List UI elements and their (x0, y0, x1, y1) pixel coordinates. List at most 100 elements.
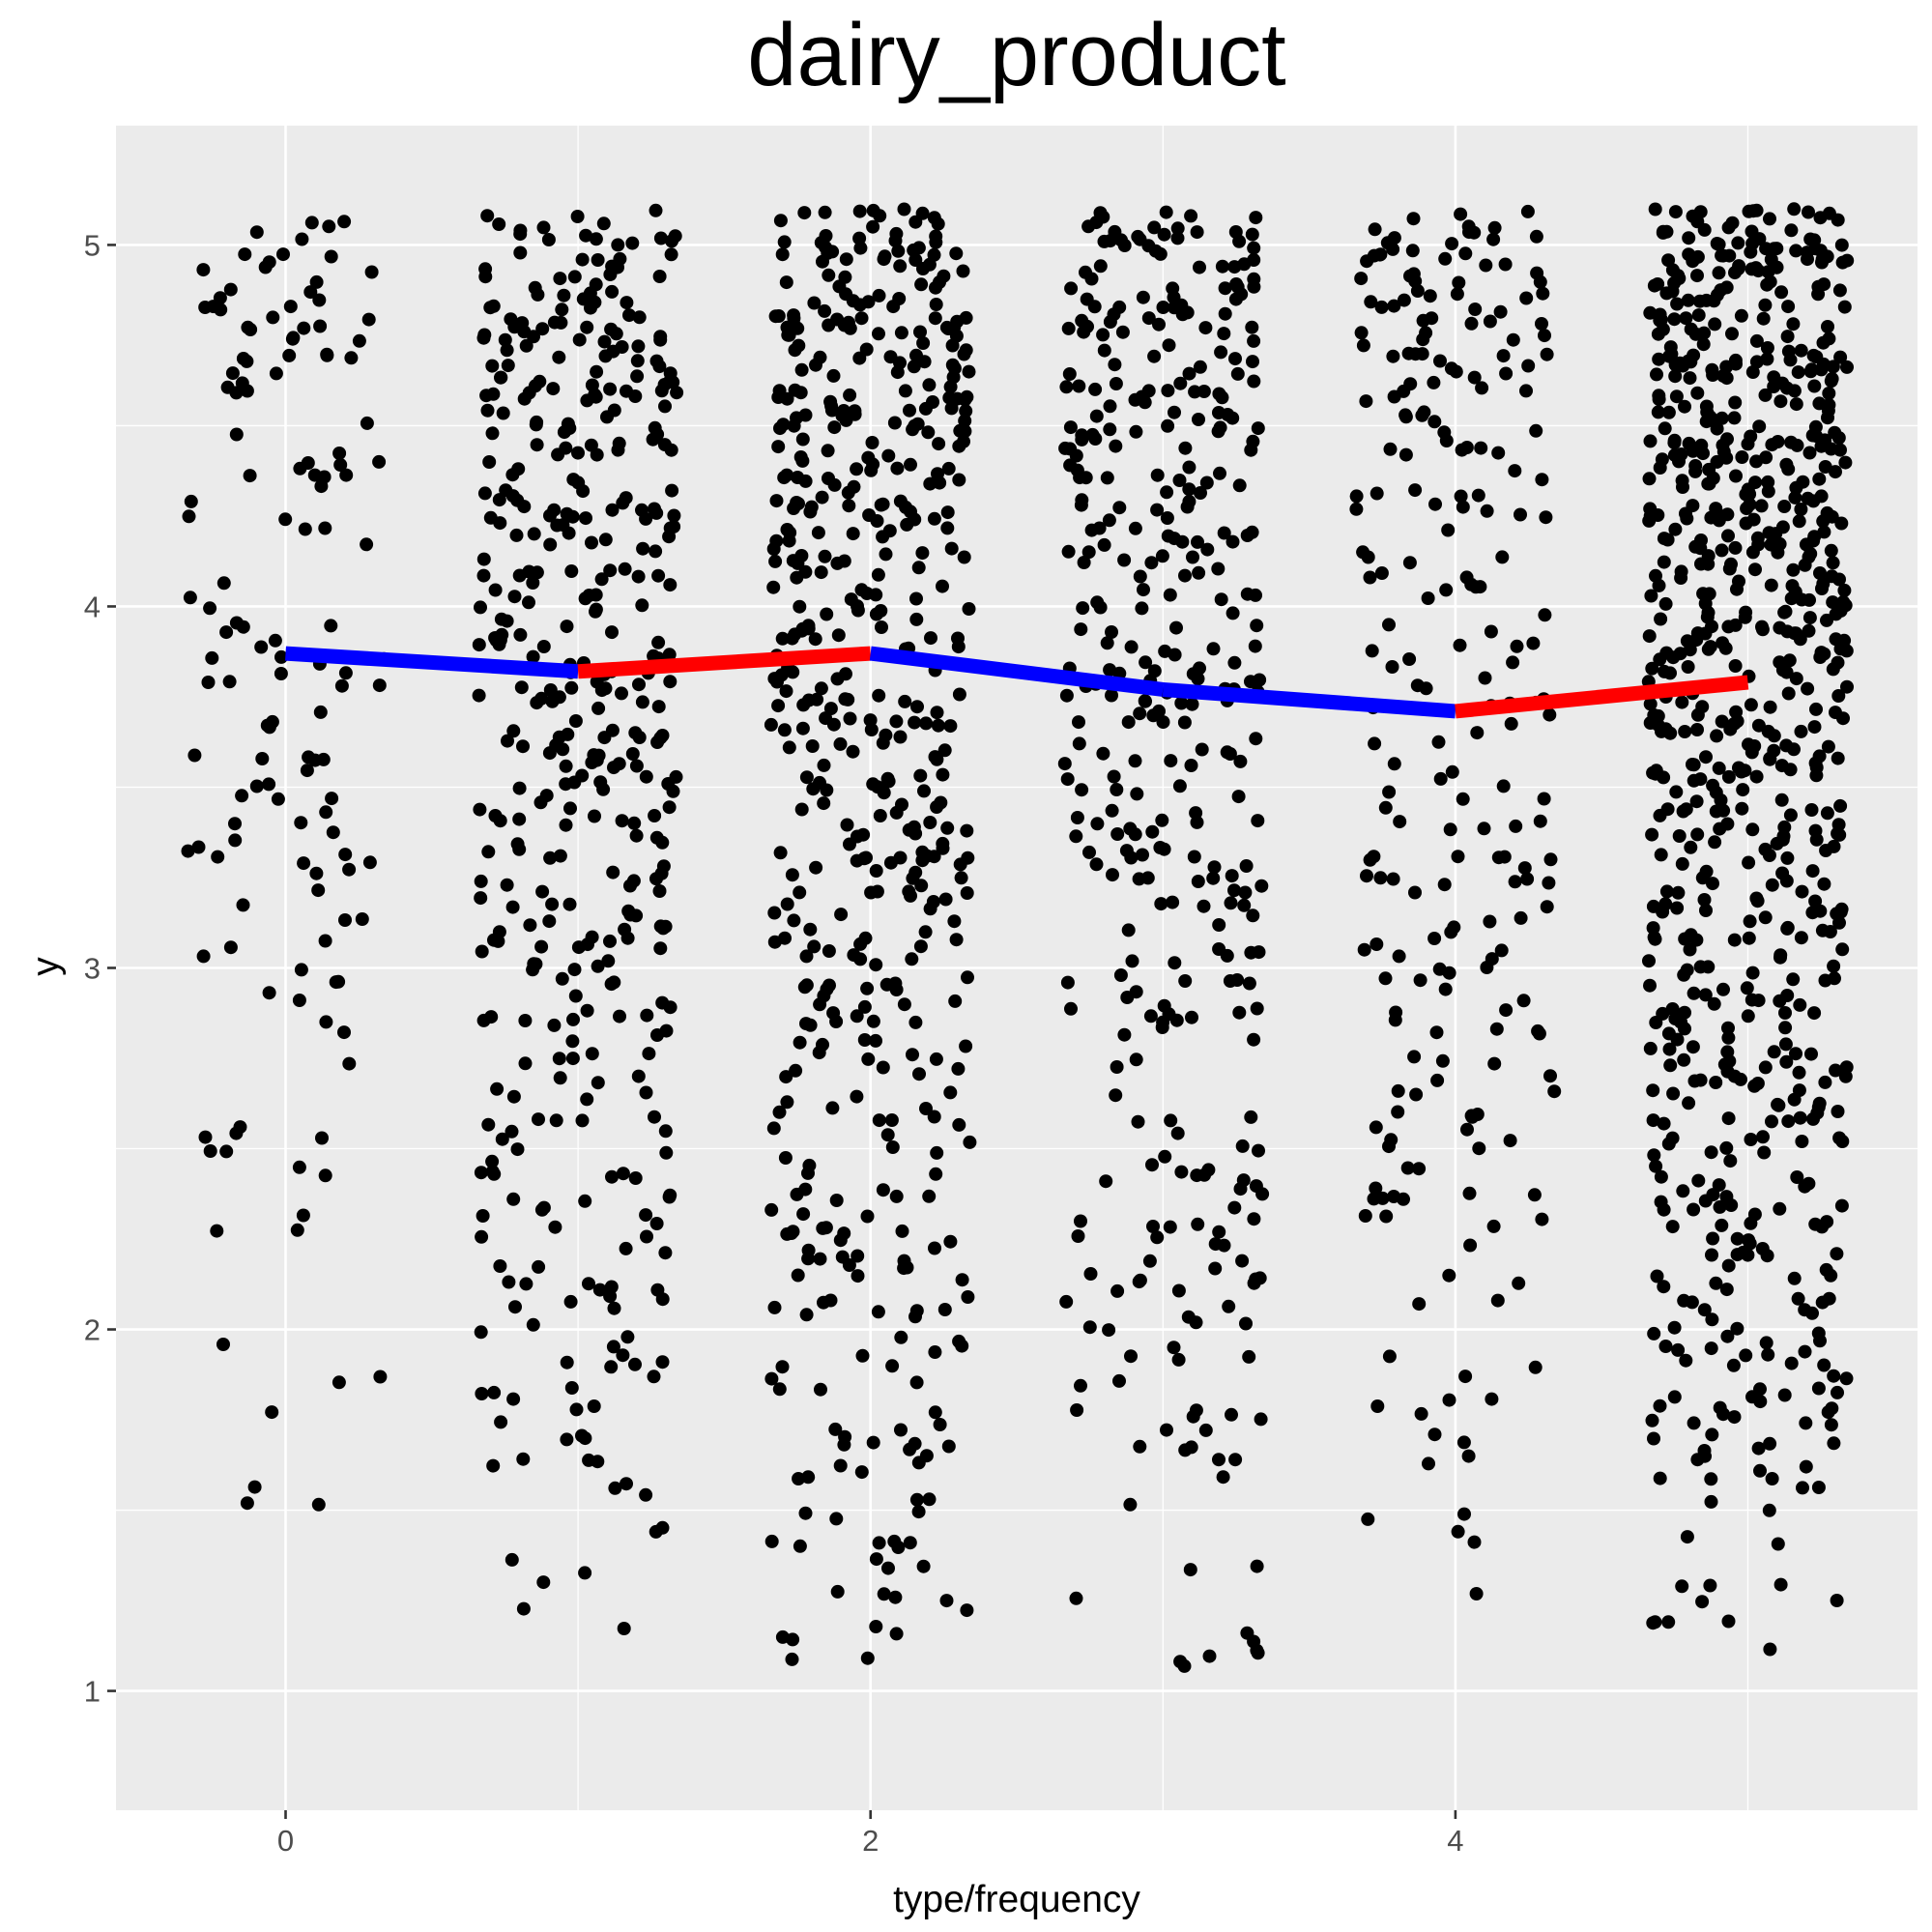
data-point (1818, 1075, 1832, 1089)
data-point (605, 284, 620, 299)
data-point (1388, 1013, 1402, 1027)
data-point (531, 287, 545, 302)
data-point (1738, 610, 1752, 624)
data-point (536, 220, 551, 235)
data-point (1171, 1352, 1186, 1367)
data-point (880, 1128, 895, 1142)
data-point (1128, 754, 1142, 768)
data-point (665, 234, 678, 248)
data-point (1187, 850, 1201, 864)
data-point (650, 735, 665, 749)
data-point (1657, 555, 1671, 569)
data-point (929, 1167, 943, 1181)
data-point (766, 580, 781, 594)
data-point (670, 386, 684, 400)
data-point (1754, 499, 1769, 513)
data-point (1409, 1087, 1424, 1102)
data-point (568, 989, 583, 1003)
data-point (1433, 354, 1447, 368)
data-point (1164, 754, 1178, 768)
data-point (906, 1048, 919, 1062)
data-point (1208, 1261, 1223, 1276)
data-point (1496, 349, 1511, 363)
data-point (1132, 872, 1146, 886)
data-point (615, 686, 628, 701)
data-point (937, 743, 952, 758)
data-point (908, 715, 922, 730)
data-point (1370, 486, 1384, 501)
data-point (526, 576, 540, 590)
data-point (216, 576, 231, 591)
data-point (1480, 961, 1494, 974)
data-point (1254, 879, 1269, 893)
data-point (1115, 325, 1130, 339)
data-point (1756, 1130, 1770, 1144)
data-point (1742, 855, 1756, 870)
data-point (1504, 716, 1518, 731)
data-point (1709, 785, 1723, 799)
data-point (861, 1052, 876, 1066)
data-point (1191, 1217, 1205, 1231)
data-point (625, 236, 640, 250)
data-point (780, 468, 794, 482)
data-point (928, 1405, 942, 1420)
data-point (821, 444, 835, 458)
data-point (1083, 1267, 1098, 1281)
data-point (1839, 644, 1854, 658)
data-point (918, 925, 933, 939)
data-point (332, 974, 346, 989)
data-point (1397, 1192, 1410, 1206)
data-point (928, 311, 942, 326)
data-point (530, 565, 544, 580)
data-point (1734, 764, 1748, 779)
data-point (1719, 280, 1734, 295)
data-point (1119, 844, 1134, 858)
data-point (1399, 447, 1413, 462)
data-point (1451, 850, 1465, 864)
data-point (883, 350, 898, 364)
data-point (814, 565, 828, 580)
data-point (869, 958, 883, 972)
data-point (952, 439, 966, 453)
data-point (861, 295, 876, 309)
data-point (235, 789, 249, 803)
data-point (1059, 380, 1074, 394)
data-point (1815, 923, 1830, 937)
data-point (1687, 1416, 1701, 1430)
data-point (827, 477, 842, 492)
data-point (505, 900, 520, 914)
data-point (1741, 437, 1755, 451)
data-point (344, 351, 359, 365)
data-point (1760, 341, 1774, 355)
data-point (1497, 850, 1512, 864)
data-point (839, 287, 853, 302)
data-point (787, 318, 801, 332)
data-point (850, 1089, 864, 1104)
data-point (1166, 895, 1180, 909)
data-point (837, 1437, 851, 1452)
data-point (1648, 766, 1662, 781)
data-point (1831, 431, 1846, 445)
data-point (822, 268, 836, 282)
data-point (1168, 956, 1182, 970)
data-point (1816, 335, 1831, 350)
data-point (1655, 452, 1669, 467)
data-point (1704, 1472, 1718, 1486)
data-point (1081, 545, 1096, 560)
data-point (1727, 411, 1742, 425)
data-point (1779, 874, 1794, 888)
data-point (1175, 534, 1190, 549)
data-point (1707, 294, 1721, 308)
data-point (1665, 1220, 1680, 1234)
data-point (1684, 840, 1698, 854)
data-point (501, 734, 514, 748)
data-point (909, 1304, 924, 1318)
data-point (300, 764, 314, 778)
data-point (1480, 504, 1494, 518)
data-point (228, 833, 243, 848)
data-point (1719, 371, 1734, 386)
data-point (1510, 639, 1524, 653)
data-point (799, 1017, 813, 1031)
data-point (656, 859, 671, 874)
data-point (485, 359, 500, 373)
